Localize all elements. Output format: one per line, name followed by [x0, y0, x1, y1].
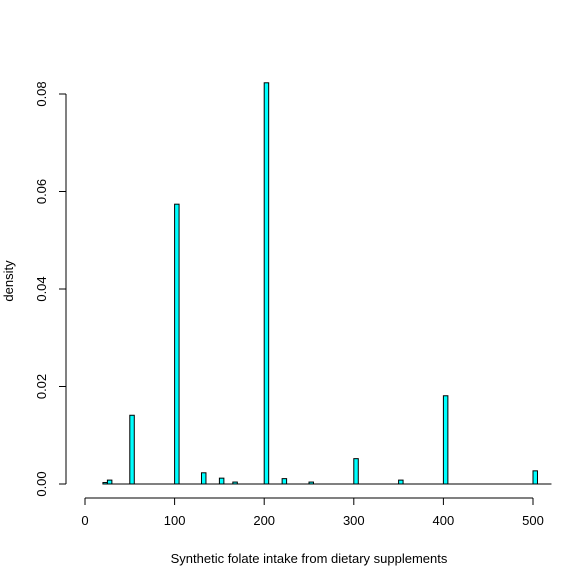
histogram-bar	[442, 395, 449, 485]
y-tick-label: 0.02	[34, 374, 49, 399]
x-axis: 0 100 200 300 400 500	[81, 497, 544, 528]
histogram-bar	[218, 477, 225, 485]
x-axis-title: Synthetic folate intake from dietary sup…	[171, 551, 448, 566]
histogram-bar	[106, 479, 113, 485]
x-tick-label: 400	[433, 513, 455, 528]
x-tick-label: 300	[343, 513, 365, 528]
histogram-bar	[129, 414, 135, 485]
y-axis-title: density	[1, 260, 16, 302]
y-tick-label: 0.06	[34, 179, 49, 204]
y-tick-label: 0.04	[34, 276, 49, 301]
histogram-bar	[353, 458, 359, 485]
x-tick-label: 0	[81, 513, 88, 528]
histogram-bar	[174, 203, 180, 485]
histogram-bar	[281, 478, 288, 485]
histogram-bar	[532, 470, 538, 485]
x-tick-label: 200	[253, 513, 275, 528]
x-tick-label: 500	[522, 513, 544, 528]
x-tick-label: 100	[164, 513, 186, 528]
y-tick-label: 0.08	[34, 81, 49, 106]
histogram-bar	[200, 472, 207, 485]
bars-group	[102, 82, 538, 485]
histogram-bar	[398, 479, 404, 485]
y-axis: 0.00 0.02 0.04 0.06 0.08	[34, 81, 67, 497]
y-tick-label: 0.00	[34, 471, 49, 496]
histogram-bar	[263, 82, 270, 485]
